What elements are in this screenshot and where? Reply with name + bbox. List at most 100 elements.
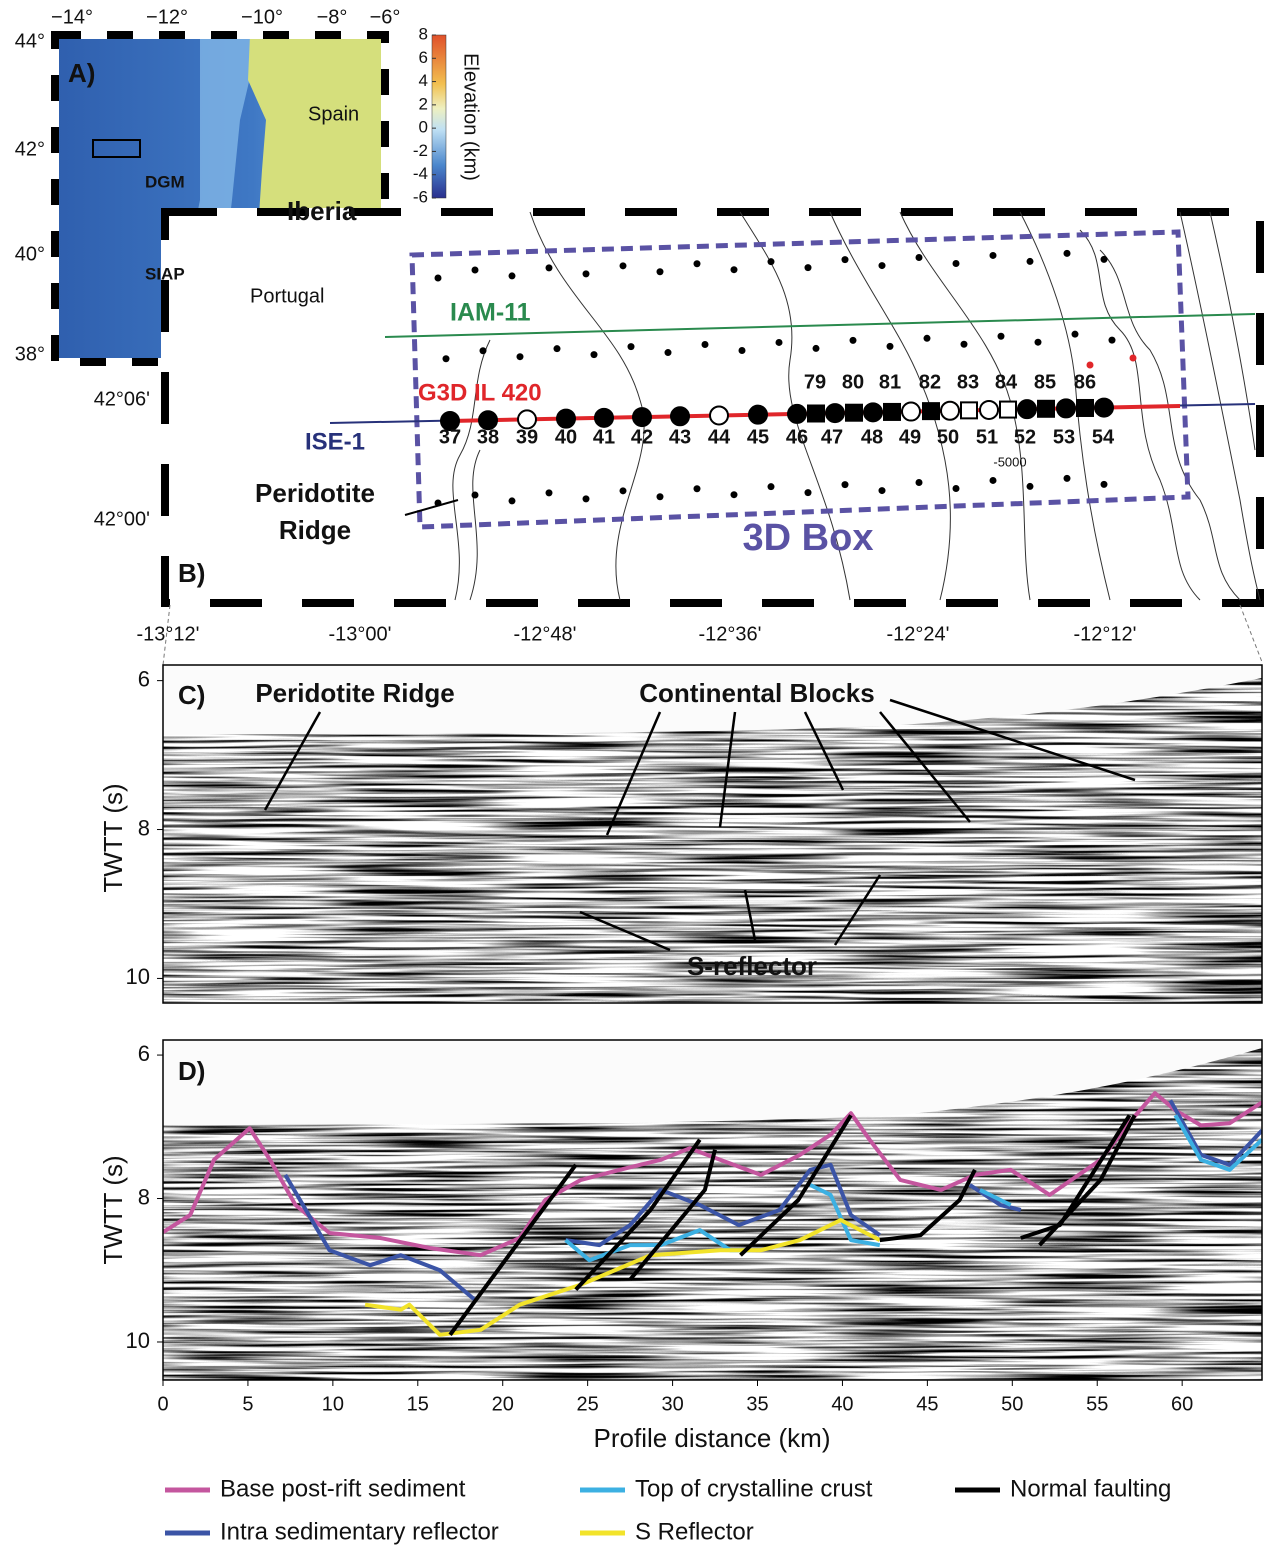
obs [775,338,783,346]
station [960,401,978,420]
obs [545,264,553,272]
obs [812,344,820,352]
obs [738,346,746,354]
contour [1079,229,1201,601]
station-label: 53 [1053,426,1075,448]
station [863,402,883,423]
x-tick-label: 45 [916,1393,938,1415]
obs [545,489,553,497]
frame [162,664,1263,1004]
lat-tick-label: 40° [15,243,45,265]
ridge-label: Peridotite [255,478,375,508]
station [825,403,845,424]
contour [899,211,1031,601]
station [632,407,652,428]
station-label: 86 [1074,371,1096,393]
place-label: DGM [145,172,185,191]
y-axis-label: TWTT (s) [98,783,128,892]
obs [582,495,590,503]
contour [1019,211,1111,601]
station-label: 39 [516,426,538,448]
x-tick-label: 20 [492,1393,514,1415]
x-tick-label: 35 [746,1393,768,1415]
legend-label: Intra sedimentary reflector [220,1518,499,1545]
obs [516,353,524,361]
lon-tick-label: -12°48' [514,623,577,645]
panel-label: D) [178,1056,205,1086]
x-tick-label: 50 [1001,1393,1023,1415]
interpretation-line [448,1114,1137,1336]
legend: Base post-rift sediment Intra sedimentary… [165,1475,1171,1545]
x-tick-label: 60 [1171,1393,1193,1415]
station-label: 52 [1014,426,1036,448]
obs [442,355,450,363]
panel-d: D) TWTT (s) Profile distance (km) [98,1039,1263,1453]
station-label: 47 [821,426,843,448]
lon-tick-label: -13°00' [329,623,392,645]
arrow [605,711,662,836]
station-label: 82 [919,371,941,393]
colorbar-tick-label: -2 [413,141,428,160]
obs [952,259,960,267]
y-tick-label: 6 [138,1041,150,1066]
obs [434,274,442,282]
line-label: G3D IL 420 [418,379,542,406]
station [845,403,863,422]
arrows [263,698,1136,952]
lat-tick-label: 44° [15,30,45,52]
connector [1239,604,1263,663]
obs [997,332,1005,340]
obs [479,347,487,355]
iam-11-line [384,313,1256,338]
obs [1100,480,1108,488]
station [1017,399,1037,420]
colorbar-tick-label: 8 [419,24,428,43]
station-label: 41 [593,426,615,448]
station-label: 83 [957,371,979,393]
obs [471,491,479,499]
obs [1026,482,1034,490]
lat-tick-label: 42°06' [94,388,150,410]
legend-label: Base post-rift sediment [220,1475,466,1502]
obs [878,487,886,495]
station [670,406,690,427]
station-label: 45 [747,426,769,448]
obs-red [1086,361,1094,369]
y-tick-label: 10 [126,1328,150,1353]
lon-tick-label: -12°12' [1074,623,1137,645]
annotation: Peridotite Ridge [255,678,454,708]
station-label: 79 [804,371,826,393]
station [883,402,901,421]
station-label: 80 [842,371,864,393]
station [748,404,768,425]
station [440,411,460,431]
obs [1071,330,1079,338]
x-tick-label: 5 [242,1393,253,1415]
x-tick-label: 0 [157,1393,168,1415]
obs [619,262,627,270]
box-label: 3D Box [743,517,874,559]
obs [590,351,598,359]
station [1056,398,1076,419]
obs [767,483,775,491]
place-label: Iberia [287,196,357,226]
obs [989,476,997,484]
obs [656,493,664,501]
colorbar-tick-label: 4 [419,71,428,90]
obs [471,266,479,274]
obs [656,268,664,276]
station [556,408,576,429]
obs [1063,249,1071,257]
station [1037,399,1055,418]
panel-b: 37 38 39 40 41 42 43 44 45 46 47 48 49 50 51 52 53 54 79 80… [161,208,1264,666]
frame [51,31,389,366]
obs [767,258,775,266]
x-tick-label: 55 [1086,1393,1108,1415]
lon-tick-label: −6° [370,6,401,28]
x-tick-label: 40 [831,1393,853,1415]
station [979,399,999,420]
study-box [92,139,141,158]
